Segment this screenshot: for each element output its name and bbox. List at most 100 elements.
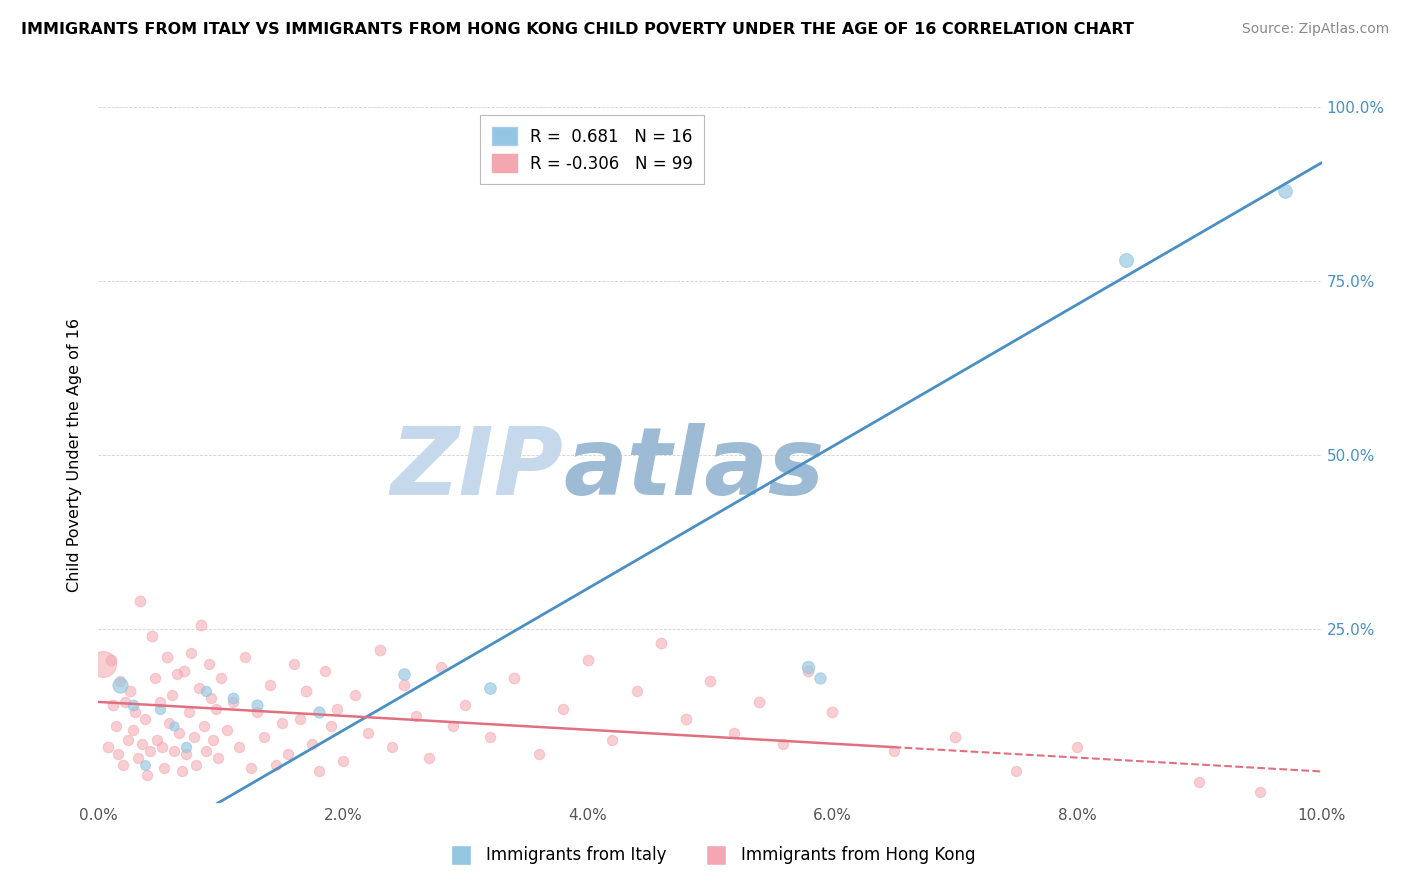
Point bbox=[240, 761, 263, 775]
Point bbox=[228, 740, 250, 755]
Point bbox=[150, 740, 173, 755]
Point bbox=[295, 684, 318, 698]
Text: atlas: atlas bbox=[564, 423, 824, 515]
Point bbox=[120, 684, 142, 698]
Point bbox=[290, 712, 312, 726]
Point bbox=[1004, 764, 1026, 779]
Point bbox=[157, 715, 180, 730]
Point bbox=[308, 706, 330, 720]
Point bbox=[381, 740, 404, 755]
Point bbox=[166, 667, 188, 681]
Point bbox=[143, 671, 166, 685]
Point bbox=[149, 695, 172, 709]
Point bbox=[246, 706, 269, 720]
Point bbox=[91, 657, 114, 671]
Point bbox=[124, 706, 146, 720]
Point bbox=[600, 733, 623, 747]
Text: IMMIGRANTS FROM ITALY VS IMMIGRANTS FROM HONG KONG CHILD POVERTY UNDER THE AGE O: IMMIGRANTS FROM ITALY VS IMMIGRANTS FROM… bbox=[21, 22, 1135, 37]
Point bbox=[772, 737, 794, 751]
Point bbox=[277, 747, 299, 761]
Point bbox=[111, 757, 134, 772]
Text: ZIP: ZIP bbox=[391, 423, 564, 515]
Point bbox=[1250, 785, 1272, 799]
Point bbox=[478, 730, 501, 744]
Point bbox=[326, 702, 349, 716]
Point bbox=[186, 757, 208, 772]
Point bbox=[176, 740, 198, 755]
Point bbox=[160, 688, 183, 702]
Point bbox=[332, 754, 354, 768]
Point bbox=[209, 671, 232, 685]
Point bbox=[134, 757, 156, 772]
Point bbox=[134, 712, 156, 726]
Point bbox=[163, 744, 186, 758]
Point bbox=[344, 688, 367, 702]
Point bbox=[202, 733, 225, 747]
Point bbox=[441, 719, 464, 733]
Point bbox=[180, 646, 202, 660]
Point bbox=[222, 691, 245, 706]
Point bbox=[314, 664, 336, 678]
Point bbox=[797, 664, 820, 678]
Point bbox=[368, 642, 391, 657]
Point bbox=[149, 702, 172, 716]
Point bbox=[259, 677, 281, 691]
Point bbox=[699, 674, 721, 689]
Point bbox=[356, 726, 378, 740]
Point bbox=[139, 744, 162, 758]
Point bbox=[197, 657, 219, 671]
Point bbox=[97, 740, 120, 755]
Point bbox=[207, 750, 229, 764]
Point bbox=[943, 730, 966, 744]
Point bbox=[392, 667, 416, 681]
Point bbox=[264, 757, 287, 772]
Point bbox=[405, 708, 427, 723]
Point bbox=[176, 747, 198, 761]
Point bbox=[319, 719, 342, 733]
Text: Source: ZipAtlas.com: Source: ZipAtlas.com bbox=[1241, 22, 1389, 37]
Point bbox=[723, 726, 745, 740]
Point bbox=[121, 723, 143, 737]
Point bbox=[246, 698, 269, 713]
Point bbox=[195, 684, 218, 698]
Point bbox=[136, 768, 159, 782]
Point bbox=[127, 750, 149, 764]
Point bbox=[430, 660, 453, 674]
Point bbox=[222, 695, 245, 709]
Point bbox=[104, 719, 127, 733]
Point bbox=[270, 715, 294, 730]
Point bbox=[675, 712, 697, 726]
Legend: Immigrants from Italy, Immigrants from Hong Kong: Immigrants from Italy, Immigrants from H… bbox=[437, 839, 983, 871]
Point bbox=[195, 744, 218, 758]
Point bbox=[114, 695, 136, 709]
Point bbox=[308, 764, 330, 779]
Y-axis label: Child Poverty Under the Age of 16: Child Poverty Under the Age of 16 bbox=[67, 318, 83, 592]
Point bbox=[205, 702, 228, 716]
Point bbox=[1115, 253, 1137, 268]
Point bbox=[146, 733, 169, 747]
Point bbox=[503, 671, 526, 685]
Point bbox=[173, 664, 195, 678]
Point bbox=[110, 674, 132, 689]
Point bbox=[200, 691, 222, 706]
Point bbox=[100, 653, 122, 667]
Point bbox=[454, 698, 477, 713]
Point bbox=[101, 698, 124, 713]
Point bbox=[478, 681, 501, 695]
Point bbox=[301, 737, 323, 751]
Point bbox=[153, 761, 176, 775]
Point bbox=[626, 684, 648, 698]
Point bbox=[141, 629, 163, 643]
Point bbox=[110, 677, 132, 691]
Point bbox=[177, 706, 200, 720]
Point bbox=[107, 747, 129, 761]
Point bbox=[117, 733, 139, 747]
Point bbox=[131, 737, 153, 751]
Point bbox=[650, 636, 672, 650]
Point bbox=[121, 698, 143, 713]
Point bbox=[418, 750, 440, 764]
Point bbox=[193, 719, 215, 733]
Point bbox=[527, 747, 550, 761]
Point bbox=[1188, 775, 1211, 789]
Point bbox=[883, 744, 905, 758]
